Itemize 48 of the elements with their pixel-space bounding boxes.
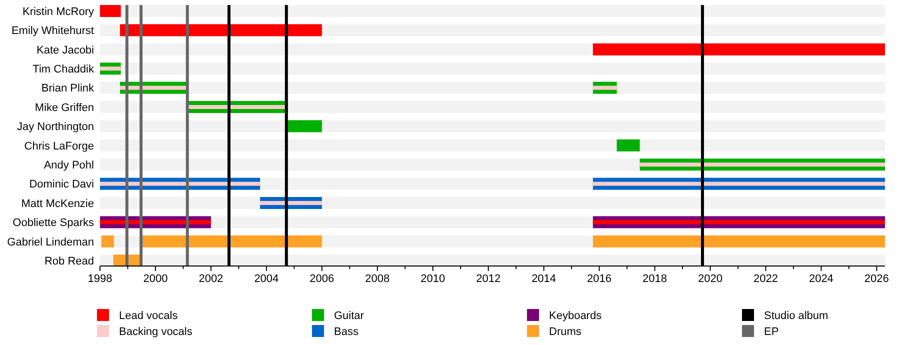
x-tick-label: 2026 [864, 273, 889, 285]
y-tick-label: Oobliette Sparks [12, 217, 94, 230]
legend-label: Keyboards [549, 310, 602, 322]
y-tick-label: Dominic Davi [29, 178, 94, 191]
y-tick-label: Kate Jacobi [36, 44, 94, 56]
x-tick-label: 2002 [198, 273, 224, 285]
y-tick-label: Tim Chaddik [32, 63, 94, 76]
x-tick-label: 2014 [532, 273, 556, 285]
bar [100, 66, 121, 71]
x-tick-label: 2008 [365, 273, 390, 285]
y-tick-label: Gabriel Lindeman [7, 236, 94, 248]
bar [640, 162, 885, 167]
y-tick-label: Kristin McRory [22, 6, 94, 18]
y-tick-label: Brian Plink [41, 82, 94, 95]
y-tick-label: Emily Whitehurst [11, 25, 94, 38]
legend-label: Studio album [764, 310, 828, 322]
y-tick-label: Chris LaForge [24, 140, 94, 152]
legend-label: EP [764, 326, 779, 338]
x-tick-label: 2012 [476, 273, 501, 285]
bar [616, 139, 640, 152]
legend-label: Drums [549, 326, 582, 338]
x-tick-label: 2020 [698, 273, 722, 285]
x-tick-label: 2006 [310, 273, 334, 285]
bar [592, 86, 617, 90]
bar [260, 201, 322, 205]
bar [288, 120, 322, 132]
legend-label: Backing vocals [119, 326, 193, 338]
y-tick-label: Andy Pohl [44, 159, 94, 172]
y-tick-label: Mike Griffen [34, 102, 94, 114]
x-tick-label: 2016 [587, 273, 612, 285]
legend-label: Bass [334, 326, 359, 338]
x-tick-label: 2000 [143, 273, 168, 285]
bar [100, 5, 121, 17]
bar [100, 182, 260, 186]
bar [101, 235, 114, 248]
x-tick-label: 2018 [642, 273, 668, 285]
y-tick-label: Matt McKenzie [21, 198, 94, 210]
y-tick-label: Jay Northington [16, 121, 94, 134]
x-tick-label: 2024 [808, 273, 834, 285]
legend-label: Guitar [334, 310, 364, 322]
bar [120, 24, 322, 36]
x-tick-label: 2022 [753, 273, 778, 285]
bar [188, 105, 288, 109]
x-tick-label: 1998 [88, 273, 112, 285]
x-tick-label: 2010 [420, 273, 446, 285]
legend-label: Lead vocals [119, 310, 178, 322]
x-tick-label: 2004 [254, 273, 279, 285]
y-tick-label: Rob Read [44, 255, 94, 268]
